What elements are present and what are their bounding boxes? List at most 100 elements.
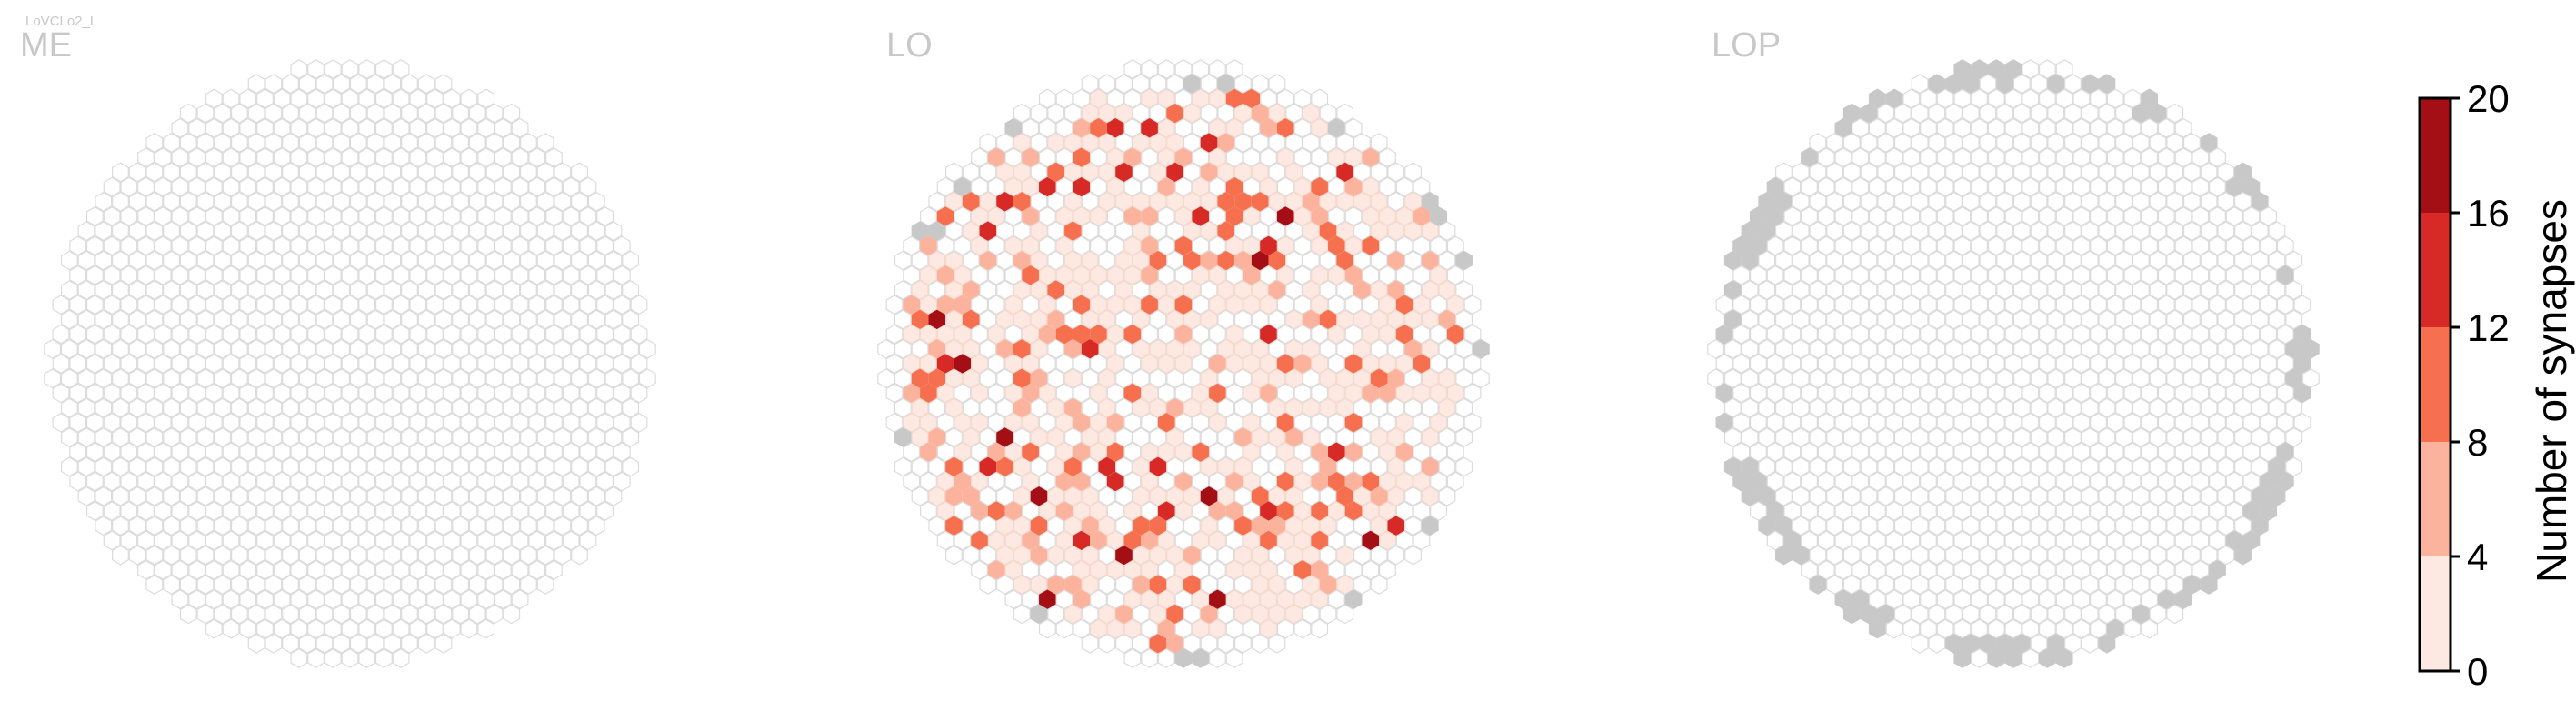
lop-hex-column	[2106, 147, 2124, 168]
lop-hex-column	[2064, 604, 2082, 625]
me-hex-column	[163, 486, 181, 506]
me-hex-column	[137, 206, 155, 226]
lo-hex-column	[1311, 147, 1329, 168]
lo-hex-column	[1302, 486, 1320, 506]
lop-hex-column	[2217, 545, 2235, 566]
lop-hex-column	[2090, 354, 2107, 374]
me-hex-column	[384, 516, 402, 536]
lo-hex-column	[1243, 295, 1261, 315]
me-hex-column	[171, 354, 189, 374]
lo-hex-column	[1098, 486, 1116, 506]
me-hex-column	[154, 354, 172, 374]
lo-hex-column	[996, 133, 1014, 153]
lop-hex-column	[1741, 280, 1759, 300]
lo-hex-column	[1064, 192, 1082, 212]
lop-hex-column	[1920, 618, 1937, 639]
lop-hex-column	[1987, 530, 2005, 551]
me-hex-column	[554, 191, 572, 212]
me-hex-column	[494, 589, 512, 610]
lo-hex-column	[1336, 486, 1354, 506]
lop-hex-column	[2012, 456, 2031, 477]
lop-hex-column	[1920, 501, 1937, 521]
me-hex-column	[426, 589, 444, 610]
lo-hex-column	[1319, 162, 1337, 183]
me-hex-column	[604, 309, 623, 330]
me-hex-column	[265, 633, 283, 654]
lo-hex-column	[1217, 427, 1235, 447]
lop-hex-column	[2098, 162, 2116, 183]
me-hex-column	[401, 456, 418, 477]
lo-hex-column	[1362, 147, 1380, 167]
lo-hex-column	[1123, 235, 1142, 256]
lo-hex-column	[1446, 442, 1464, 463]
me-hex-column	[307, 442, 325, 463]
me-hex-column	[426, 206, 444, 226]
lop-hex-column	[2242, 206, 2261, 226]
lo-hex-column	[1336, 368, 1354, 388]
lop-hex-column	[2234, 250, 2252, 271]
me-hex-column	[256, 559, 274, 580]
lo-hex-column	[1157, 118, 1175, 138]
me-hex-column	[188, 559, 206, 580]
me-hex-column	[622, 309, 640, 330]
lo-hex-column	[1132, 309, 1150, 330]
lop-hex-column	[1783, 501, 1802, 521]
me-hex-column	[366, 191, 384, 212]
me-hex-column	[443, 265, 461, 285]
lop-hex-column	[1852, 530, 1870, 551]
lop-hex-column	[1996, 280, 2014, 300]
lop-hex-column	[1885, 147, 1903, 168]
lop-hex-column	[2115, 162, 2133, 183]
lop-hex-column	[2251, 338, 2269, 359]
lo-hex-column	[1311, 471, 1328, 492]
lop-hex-column	[2030, 397, 2048, 418]
me-hex-column	[477, 295, 495, 315]
lop-hex-column	[1877, 456, 1895, 477]
me-hex-map	[44, 59, 656, 668]
lop-hex-column	[1766, 295, 1784, 315]
me-hex-column	[256, 471, 274, 492]
lo-hex-column	[1285, 486, 1303, 506]
lop-hex-column	[1936, 295, 1954, 315]
me-hex-column	[282, 338, 299, 359]
me-hex-column	[205, 559, 223, 580]
me-hex-column	[452, 191, 470, 212]
lop-hex-column	[2115, 516, 2133, 536]
lo-hex-column	[911, 280, 929, 300]
me-hex-column	[341, 648, 359, 668]
me-hex-column	[596, 501, 614, 521]
me-hex-column	[85, 412, 104, 433]
lop-hex-column	[1902, 412, 1921, 433]
me-hex-column	[163, 280, 181, 300]
me-hex-column	[366, 250, 384, 271]
me-hex-column	[85, 265, 104, 285]
me-hex-column	[571, 309, 588, 330]
me-hex-column	[358, 530, 376, 551]
me-hex-column	[401, 133, 418, 153]
lop-hex-column	[2132, 368, 2150, 389]
me-hex-column	[154, 235, 172, 256]
lo-hex-column	[1370, 516, 1388, 536]
lo-hex-column	[1455, 397, 1473, 418]
lo-hex-column	[1413, 324, 1431, 345]
lop-hex-column	[2098, 545, 2116, 566]
lop-hex-column	[2012, 575, 2031, 595]
lop-hex-column	[2182, 427, 2201, 447]
lop-hex-column	[1962, 250, 1980, 271]
lo-hex-column	[1319, 516, 1337, 536]
lo-hex-column	[1344, 471, 1363, 492]
lo-hex-column	[1047, 191, 1065, 212]
lo-hex-column	[1217, 456, 1235, 477]
lop-hex-column	[2268, 338, 2286, 359]
lo-hex-column	[1302, 103, 1320, 124]
me-hex-column	[154, 501, 172, 521]
me-hex-column	[282, 516, 299, 536]
lop-hex-column	[1842, 133, 1861, 153]
lo-hex-column	[1225, 471, 1243, 492]
lop-hex-column	[2166, 191, 2184, 212]
lop-hex-column	[2047, 74, 2065, 95]
lo-hex-column	[1174, 471, 1193, 492]
lo-hex-column	[1209, 265, 1226, 285]
lop-hex-column	[2030, 280, 2048, 300]
me-hex-column	[358, 383, 376, 404]
